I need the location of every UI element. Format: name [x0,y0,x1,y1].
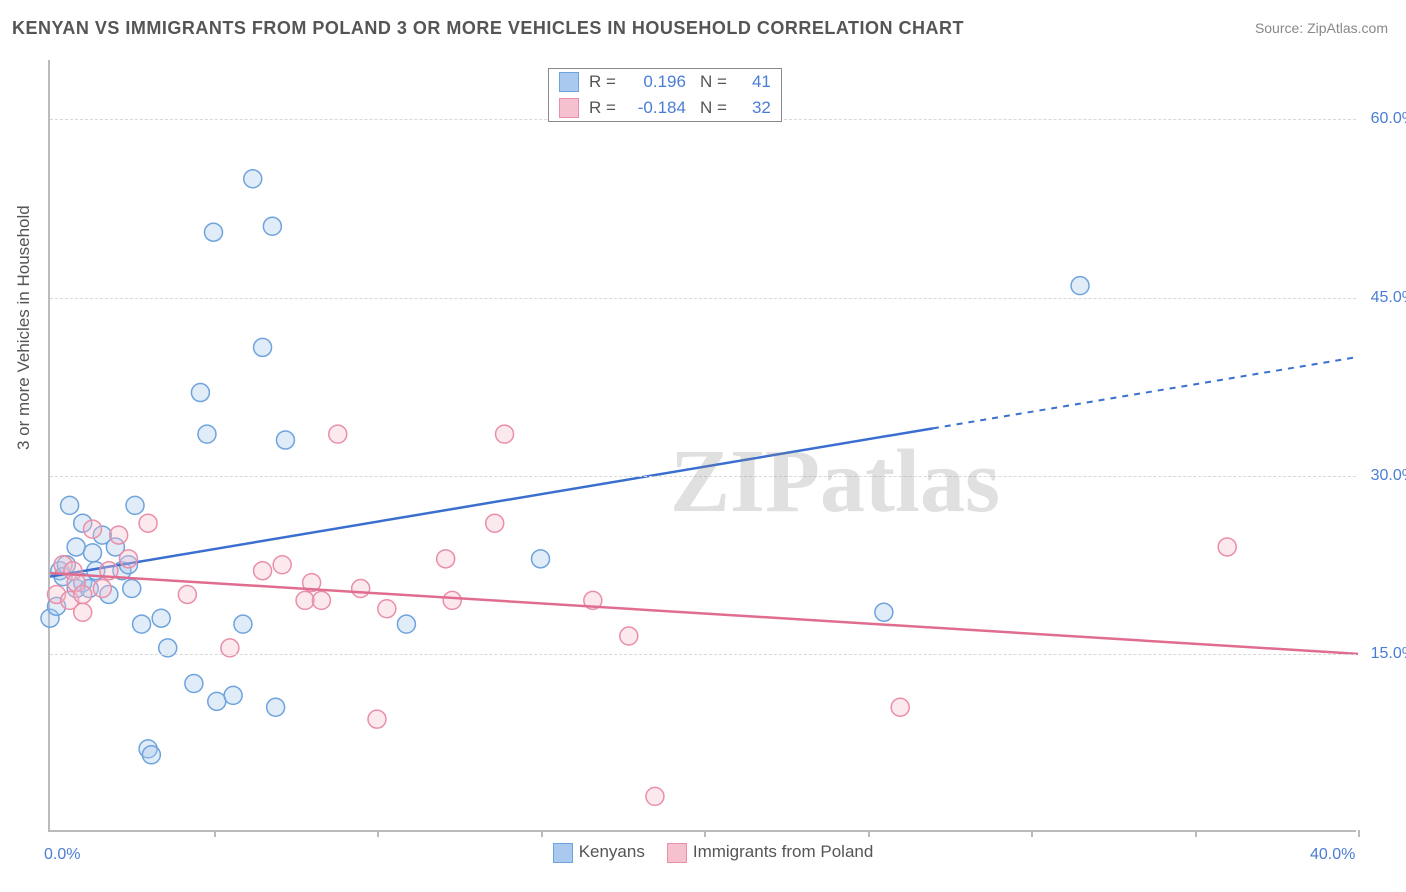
scatter-point [142,746,160,764]
legend-swatch [553,843,573,863]
x-tick [1195,830,1197,837]
scatter-point [254,338,272,356]
scatter-point [74,585,92,603]
scatter-point [119,550,137,568]
scatter-point [1071,277,1089,295]
scatter-point [486,514,504,532]
regression-line-dashed [933,357,1358,428]
gridline-h [50,298,1356,299]
plot-area: 15.0%30.0%45.0%60.0%ZIPatlasR =0.196N =4… [48,60,1356,832]
scatter-point [263,217,281,235]
chart-svg [50,60,1356,830]
scatter-point [646,787,664,805]
gridline-h [50,654,1356,655]
scatter-point [178,585,196,603]
scatter-point [875,603,893,621]
scatter-point [205,223,223,241]
bottom-legend: Kenyans Immigrants from Poland [48,842,1356,863]
legend-swatch [559,98,579,118]
scatter-point [620,627,638,645]
scatter-point [224,686,242,704]
scatter-point [139,514,157,532]
scatter-point [133,615,151,633]
scatter-point [267,698,285,716]
y-tick-label: 60.0% [1371,110,1406,128]
legend-text: R = [589,98,616,118]
scatter-point [276,431,294,449]
scatter-point [191,384,209,402]
correlation-legend: R = 0.196 N = 41 R = -0.184 N = 32 [548,68,782,122]
x-tick [377,830,379,837]
scatter-point [368,710,386,728]
gridline-h [50,476,1356,477]
y-tick-label: 45.0% [1371,289,1406,307]
scatter-point [437,550,455,568]
scatter-point [67,538,85,556]
r-value: -0.184 [624,98,686,118]
y-tick-label: 15.0% [1371,645,1406,663]
x-tick [214,830,216,837]
r-value: 0.196 [624,72,686,92]
scatter-point [185,675,203,693]
regression-line [50,428,933,576]
scatter-point [84,520,102,538]
y-axis-label: 3 or more Vehicles in Household [14,205,34,450]
scatter-point [208,692,226,710]
x-tick-label: 0.0% [44,846,80,864]
scatter-point [532,550,550,568]
scatter-point [198,425,216,443]
scatter-point [84,544,102,562]
scatter-point [891,698,909,716]
scatter-point [123,580,141,598]
legend-swatch [559,72,579,92]
scatter-point [74,603,92,621]
correlation-legend-row: R = -0.184 N = 32 [549,95,781,121]
legend-label: Kenyans [579,842,645,861]
chart-title: KENYAN VS IMMIGRANTS FROM POLAND 3 OR MO… [12,18,964,39]
x-tick [1358,830,1360,837]
scatter-point [254,562,272,580]
scatter-point [496,425,514,443]
x-tick [704,830,706,837]
scatter-point [93,580,111,598]
scatter-point [234,615,252,633]
scatter-point [110,526,128,544]
legend-text: N = [700,98,727,118]
source-label: Source: ZipAtlas.com [1255,20,1388,36]
scatter-point [244,170,262,188]
x-tick [868,830,870,837]
x-tick-label: 40.0% [1310,846,1355,864]
chart-area: 15.0%30.0%45.0%60.0%ZIPatlasR =0.196N =4… [48,60,1356,832]
scatter-point [126,496,144,514]
x-tick [541,830,543,837]
legend-swatch [667,843,687,863]
scatter-point [1218,538,1236,556]
scatter-point [61,496,79,514]
x-tick [1031,830,1033,837]
n-value: 41 [735,72,771,92]
correlation-legend-row: R = 0.196 N = 41 [549,69,781,95]
scatter-point [352,580,370,598]
legend-text: R = [589,72,616,92]
scatter-point [273,556,291,574]
legend-label: Immigrants from Poland [693,842,873,861]
scatter-point [443,591,461,609]
scatter-point [378,600,396,618]
scatter-point [296,591,314,609]
regression-line [50,573,1358,654]
scatter-point [397,615,415,633]
n-value: 32 [735,98,771,118]
legend-text: N = [700,72,727,92]
scatter-point [329,425,347,443]
y-tick-label: 30.0% [1371,467,1406,485]
scatter-point [312,591,330,609]
scatter-point [152,609,170,627]
